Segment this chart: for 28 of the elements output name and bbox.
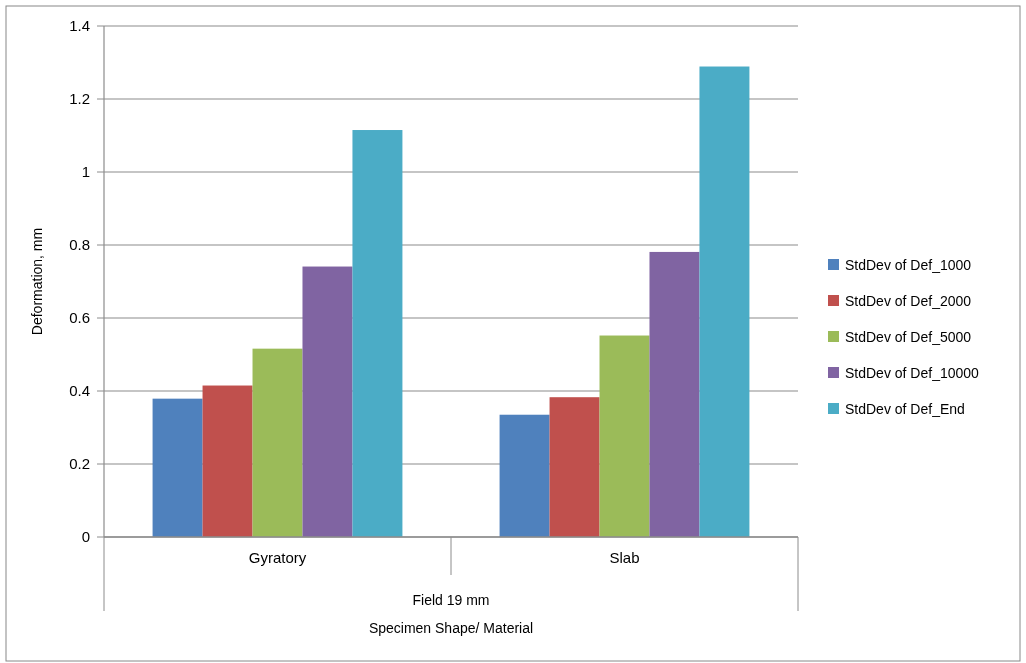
legend-label: StdDev of Def_1000 [845, 256, 972, 273]
bar [649, 251, 700, 537]
bar [499, 414, 550, 537]
bar [152, 398, 203, 537]
y-tick-label: 0 [81, 528, 90, 546]
y-tick-label: 0.8 [69, 236, 90, 254]
bar [352, 130, 403, 537]
bar [549, 397, 600, 537]
bar [252, 348, 303, 537]
x-tick-label: Gyratory [248, 549, 307, 566]
bar [599, 335, 650, 537]
bar [302, 266, 353, 537]
x-axis-title: Specimen Shape/ Material [368, 620, 534, 636]
y-axis-title: Deformation, mm [29, 227, 45, 336]
text: Field 19 mm [412, 592, 490, 608]
legend-label: StdDev of Def_2000 [845, 292, 972, 309]
bar [202, 385, 253, 537]
y-tick-label: 0.4 [69, 382, 90, 400]
y-tick-label: 0.6 [69, 309, 90, 327]
y-tick-label: 0.2 [69, 455, 90, 473]
y-tick-label: 1 [81, 163, 90, 181]
y-tick-label: 1.4 [69, 17, 90, 35]
y-tick-label: 1.2 [69, 90, 90, 108]
legend-label: StdDev of Def_5000 [845, 328, 972, 345]
x-tick-label: Slab [609, 549, 640, 566]
bar [699, 66, 750, 537]
legend-label: StdDev of Def_10000 [845, 364, 980, 381]
legend-label: StdDev of Def_End [845, 400, 965, 417]
